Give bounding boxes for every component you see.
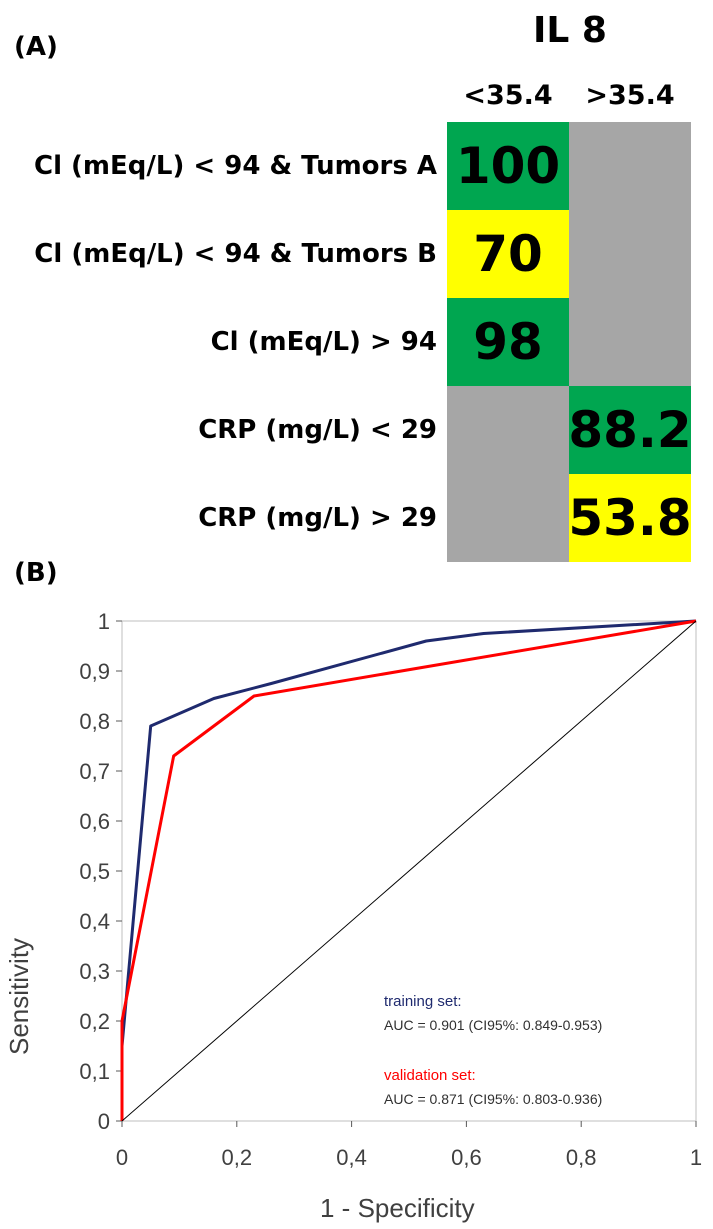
table-cell: [569, 122, 691, 210]
y-tick-label: 0,2: [79, 1009, 110, 1034]
x-tick-label: 0,8: [566, 1145, 597, 1170]
table-cell: 88.2: [569, 386, 691, 474]
validation-auc-text: AUC = 0.871 (CI95%: 0.803-0.936): [384, 1091, 602, 1107]
y-tick-label: 0: [98, 1109, 110, 1134]
roc-chart: 0 0,1 0,2 0,3 0,4 0,5 0,6 0,7 0,8 0,9 1 0 0,2 0,4 0,6…: [0, 600, 713, 1229]
y-tick-label: 0,9: [79, 659, 110, 684]
y-tick-label: 0,8: [79, 709, 110, 734]
row-label: CRP (mg/L) < 29: [198, 386, 437, 474]
validation-legend-title: validation set:: [384, 1067, 476, 1084]
y-tick-label: 1: [98, 609, 110, 634]
x-tick-label: 1: [690, 1145, 702, 1170]
training-legend-title: training set:: [384, 993, 462, 1010]
table-cell: 53.8: [569, 474, 691, 562]
row-label: CRP (mg/L) > 29: [198, 474, 437, 562]
row-label: Cl (mEq/L) < 94 & Tumors A: [34, 122, 437, 210]
row-label: Cl (mEq/L) > 94: [211, 298, 437, 386]
table-cell: [447, 474, 569, 562]
y-axis: 0 0,1 0,2 0,3 0,4 0,5 0,6 0,7 0,8 0,9 1: [79, 609, 122, 1134]
column-header-low: <35.4: [447, 80, 569, 111]
y-tick-label: 0,3: [79, 959, 110, 984]
y-tick-label: 0,1: [79, 1059, 110, 1084]
x-axis-label: 1 - Specificity: [320, 1193, 475, 1223]
x-tick-label: 0,4: [336, 1145, 367, 1170]
x-tick-label: 0,2: [222, 1145, 253, 1170]
y-tick-label: 0,5: [79, 859, 110, 884]
table-cell: [447, 386, 569, 474]
table-cell: [569, 210, 691, 298]
y-axis-label: Sensitivity: [4, 938, 34, 1055]
row-label: Cl (mEq/L) < 94 & Tumors B: [34, 210, 437, 298]
y-tick-label: 0,6: [79, 809, 110, 834]
x-tick-label: 0,6: [451, 1145, 482, 1170]
table-cell: 70: [447, 210, 569, 298]
y-tick-label: 0,4: [79, 909, 110, 934]
y-tick-label: 0,7: [79, 759, 110, 784]
panel-a-label: (A): [14, 32, 58, 62]
panel-b-label: (B): [14, 558, 58, 588]
table-cell: [569, 298, 691, 386]
table-cell: 98: [447, 298, 569, 386]
training-auc-text: AUC = 0.901 (CI95%: 0.849-0.953): [384, 1017, 602, 1033]
column-header-high: >35.4: [569, 80, 691, 111]
x-axis: 0 0,2 0,4 0,6 0,8 1: [116, 1121, 702, 1170]
table-cell: 100: [447, 122, 569, 210]
x-tick-label: 0: [116, 1145, 128, 1170]
il8-title: IL 8: [505, 10, 635, 51]
